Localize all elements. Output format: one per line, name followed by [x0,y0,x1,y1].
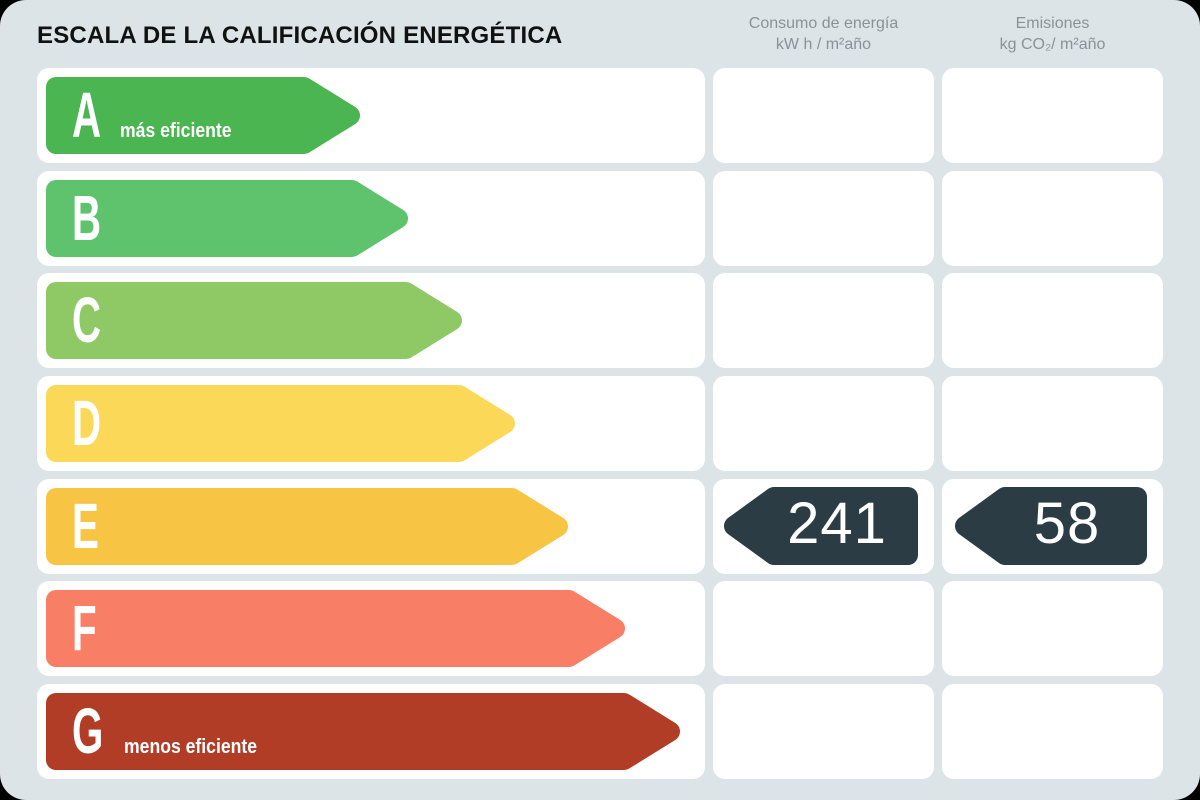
badge-value: 241 [787,491,887,557]
grade-letter: B [72,181,102,254]
grade-arrow-text: C [46,282,462,359]
consumption-cell-B [713,170,934,266]
consumption-header-line2: kW h / m²año [775,36,872,53]
grade-letter: A [72,79,102,151]
grade-cell-F: F [37,581,705,677]
grade-letter: C [72,284,102,357]
efficiency-note: más eficiente [120,120,232,142]
consumption-cell-A [713,68,934,163]
grade-row-F: F [37,581,1163,677]
page-title: ESCALA DE LA CALIFICACIÓN ENERGÉTICA [37,22,563,49]
consumption-cell-G [713,683,934,779]
consumption-header-line1: Consumo de energía [748,15,899,32]
emissions-header-line1: Emisiones [1015,15,1090,32]
grade-row-D: D [37,375,1163,471]
grade-arrow-icon: F [46,590,625,668]
emissions-value-badge: 58 [954,486,1148,566]
grade-cell-E: E [37,478,705,574]
emissions-cell-F [942,581,1163,677]
grade-arrow-text: E [46,488,568,565]
grade-letter: E [72,489,99,562]
grade-letter: D [72,386,102,459]
grade-arrow-text: D [46,385,515,462]
emissions-cell-E: 58 [942,478,1163,574]
consumption-value-badge: 241 [723,486,919,566]
column-header-consumption: Consumo de energía kW h / m²año [713,0,934,55]
emissions-cell-C [942,273,1163,369]
consumption-cell-C [713,273,934,369]
consumption-cell-E: 241 [713,478,934,574]
grade-arrow-icon: B [46,179,408,257]
grade-arrow-icon: C [46,282,462,360]
emissions-cell-G [942,683,1163,779]
emissions-cell-B [942,170,1163,266]
badge-value: 58 [1033,491,1101,557]
consumption-cell-F [713,581,934,677]
consumption-cell-D [713,375,934,471]
efficiency-note: menos eficiente [123,735,257,758]
grade-cell-B: B [37,170,705,266]
emissions-cell-A [942,68,1163,163]
grade-arrow-text: F [46,590,625,667]
column-header-emissions: Emisiones kg CO₂/ m²año [942,0,1163,55]
emissions-cell-D [942,375,1163,471]
grade-row-E: E 241 58 [37,478,1163,574]
grade-row-C: C [37,273,1163,369]
grade-cell-C: C [37,273,705,369]
grade-row-B: B [37,170,1163,266]
header: ESCALA DE LA CALIFICACIÓN ENERGÉTICA Con… [37,0,1163,68]
grade-letter: G [72,694,104,767]
grade-cell-D: D [37,375,705,471]
grade-arrow-text: B [46,180,408,257]
grade-arrow-icon: E [46,487,568,565]
emissions-header-line2: kg CO₂/ m²año [999,36,1106,53]
grade-letter: F [72,592,97,665]
grade-arrow-icon: D [46,384,515,462]
